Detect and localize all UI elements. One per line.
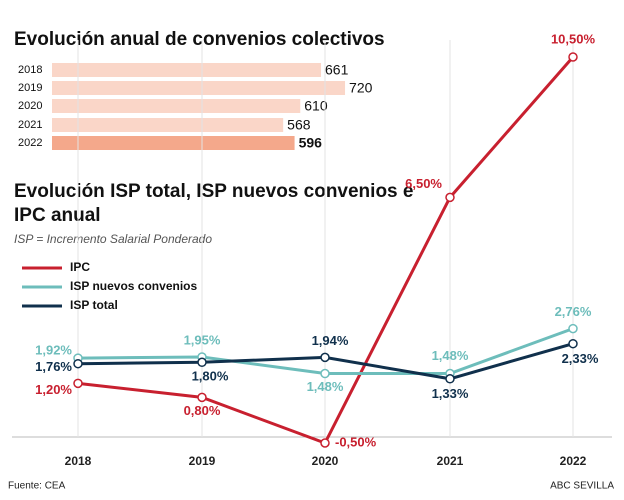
point [320, 352, 330, 363]
point [73, 358, 83, 369]
bar-chart-title: Evolución anual de convenios colectivos [14, 29, 385, 50]
point [568, 338, 578, 349]
x-tick-label: 2020 [312, 454, 339, 468]
bar-category: 2020 [18, 100, 42, 112]
x-tick-label: 2019 [189, 454, 216, 468]
value-label: -0,50% [335, 434, 377, 449]
bar [52, 81, 346, 95]
point [197, 392, 207, 403]
source: Fuente: CEA [8, 481, 66, 492]
value-label: 1,94% [312, 333, 349, 348]
value-label: 2,33% [562, 351, 599, 366]
line-chart-title-cont: IPC anual [14, 205, 101, 226]
point [320, 368, 330, 379]
bar [52, 63, 322, 77]
x-tick-label: 2018 [65, 454, 92, 468]
point [197, 357, 207, 368]
point [320, 438, 330, 448]
value-label: 1,76% [35, 359, 72, 374]
bar-value: 596 [299, 135, 323, 151]
legend-label: IPC [70, 260, 90, 274]
bar-category: 2018 [18, 64, 42, 76]
line-chart-title: Evolución ISP total, ISP nuevos convenio… [14, 181, 413, 226]
x-tick-label: 2021 [437, 454, 464, 468]
bar [52, 118, 284, 132]
value-label: 10,50% [551, 31, 596, 46]
bar-value: 661 [325, 62, 349, 78]
value-label: 2,76% [555, 304, 592, 319]
point [568, 52, 578, 62]
line-chart-title-text: Evolución ISP total, ISP nuevos convenio… [14, 181, 413, 202]
bar [52, 136, 295, 150]
line-chart-subtitle: ISP = Incremento Salarial Ponderado [14, 232, 212, 246]
point [445, 192, 455, 203]
point [73, 378, 83, 389]
bar [52, 99, 301, 113]
value-label: 1,20% [35, 382, 72, 397]
bar-category: 2021 [18, 119, 42, 131]
bar-category: 2022 [18, 137, 42, 149]
bar-value: 610 [304, 98, 328, 114]
point [568, 323, 578, 334]
value-label: 1,80% [192, 369, 229, 384]
legend-label: ISP total [70, 298, 118, 312]
bar-value: 720 [349, 80, 373, 96]
x-tick-label: 2022 [560, 454, 587, 468]
point [445, 374, 455, 384]
value-label: 6,50% [405, 176, 442, 191]
legend-label: ISP nuevos convenios [70, 279, 197, 293]
value-label: 1,95% [184, 332, 221, 347]
value-label: 0,80% [184, 403, 221, 418]
value-label: 1,33% [432, 386, 469, 401]
value-label: 1,92% [35, 343, 72, 358]
bar-value: 568 [287, 117, 311, 133]
credit: ABC SEVILLA [550, 481, 614, 492]
bar-category: 2019 [18, 82, 42, 94]
value-label: 1,48% [432, 348, 469, 363]
value-label: 1,48% [307, 379, 344, 394]
